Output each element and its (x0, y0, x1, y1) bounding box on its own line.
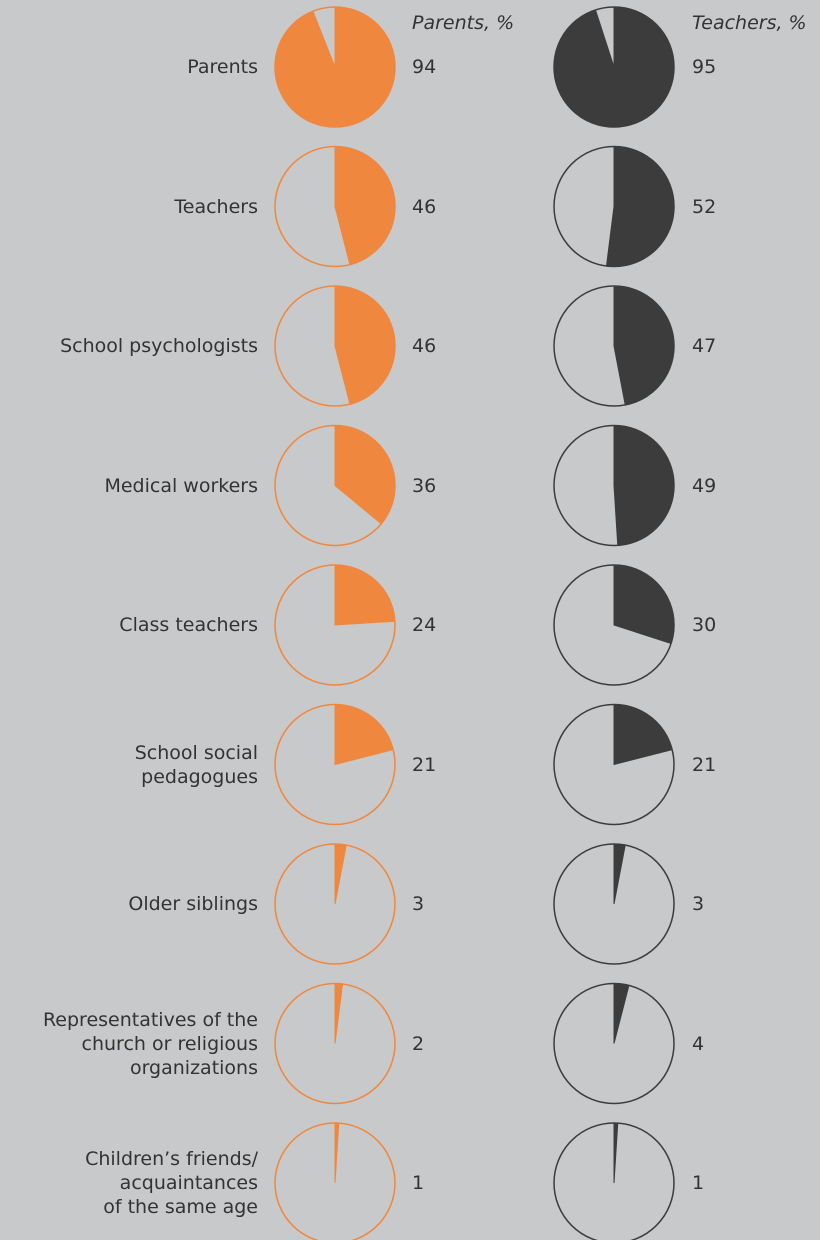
value-label: 24 (412, 614, 437, 636)
value-label: 4 (692, 1032, 705, 1055)
pie-slice (334, 145, 396, 266)
value-label: 46 (412, 335, 437, 357)
category-label: School psychologists (60, 335, 258, 357)
value-label: 36 (412, 474, 437, 497)
value-label: 1 (692, 1172, 705, 1194)
pie-slice (613, 982, 630, 1044)
category-label: School social pedagogues (134, 741, 258, 788)
value-label: 30 (692, 614, 717, 636)
value-label: 1 (412, 1172, 425, 1194)
category-label: Older siblings (128, 893, 258, 915)
value-label: 3 (412, 893, 425, 915)
value-label: 95 (692, 56, 717, 78)
pie-slice (274, 6, 396, 128)
pie-slice (613, 285, 675, 406)
value-label: 46 (412, 195, 437, 218)
category-label: Class teachers (119, 614, 258, 636)
pie-slice (613, 424, 675, 546)
pie-slice (613, 1122, 619, 1184)
series-header: Parents, % (412, 12, 515, 34)
pie-slice (334, 703, 394, 766)
category-label: Representatives of the church or religio… (42, 1008, 258, 1079)
pie-slice (334, 982, 344, 1044)
category-label: Parents (187, 56, 258, 78)
value-label: 21 (692, 753, 717, 776)
pie-slice (334, 564, 396, 626)
value-label: 52 (692, 195, 717, 218)
pie-slice (334, 285, 396, 405)
value-label: 94 (412, 56, 437, 78)
category-label: Children’s friends/ acquaintances of the… (85, 1148, 258, 1218)
category-label: Medical workers (104, 474, 258, 497)
value-label: 21 (412, 753, 437, 776)
value-label: 2 (412, 1032, 425, 1055)
pie-slice (553, 6, 675, 128)
pie-slice (613, 843, 626, 905)
pie-slice (613, 564, 675, 645)
series-header: Teachers, % (692, 12, 807, 34)
pie-slice (334, 843, 347, 905)
value-label: 49 (692, 474, 717, 497)
value-label: 3 (692, 893, 705, 915)
value-label: 47 (692, 335, 717, 357)
pie-slice (334, 424, 396, 525)
category-label: Teachers (174, 195, 258, 218)
pie-slice (613, 703, 673, 766)
pie-slice (334, 1122, 340, 1184)
pie-slice (605, 145, 675, 267)
